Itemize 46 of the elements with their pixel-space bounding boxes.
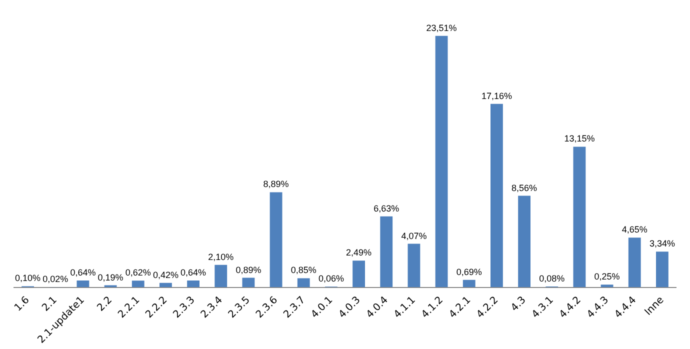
bar [490,104,503,288]
bar [270,192,282,288]
data-label: 17,16% [481,90,512,101]
data-label: 0,08% [539,273,565,284]
bar [573,146,586,288]
bar [297,278,310,288]
bar [408,244,420,288]
x-tick-label: 2.2 [95,294,114,314]
data-label: 0,25% [594,272,620,282]
x-tick-label: 1.6 [12,294,32,314]
data-label: 23,51% [426,22,457,33]
bar [76,280,90,288]
bar [600,284,614,288]
data-label: 8,56% [512,182,538,193]
bar [628,238,641,288]
data-label: 0,64% [180,267,206,278]
data-label: 2,49% [346,248,372,258]
bar [380,216,393,288]
bar [656,252,668,288]
bar [518,196,530,288]
bar [187,280,200,288]
data-label: 0,06% [318,274,344,284]
data-label: 0,19% [98,272,124,282]
data-label: 0,42% [152,270,178,280]
x-tick-label: 4.3 [509,294,528,314]
data-label: 2,10% [208,252,234,262]
data-label: 0,89% [236,264,262,275]
bar [160,282,172,288]
bar [435,36,448,288]
data-label: 8,89% [263,179,289,190]
data-label: 13,15% [564,134,595,144]
bar [214,264,228,288]
data-label: 3,34% [649,238,675,249]
data-label: 0,02% [42,274,68,284]
data-label: 4,65% [622,224,648,235]
data-label: 0,10% [15,273,41,284]
bar [352,260,365,288]
bar [242,278,255,288]
data-label: 6,63% [374,203,400,214]
data-label: 0,64% [70,267,96,278]
bar [132,280,144,288]
data-label: 0,69% [456,266,482,277]
data-label: 0,85% [290,265,316,276]
data-label: 0,62% [125,268,151,278]
bar [462,280,476,288]
data-label: 4,07% [401,230,427,241]
